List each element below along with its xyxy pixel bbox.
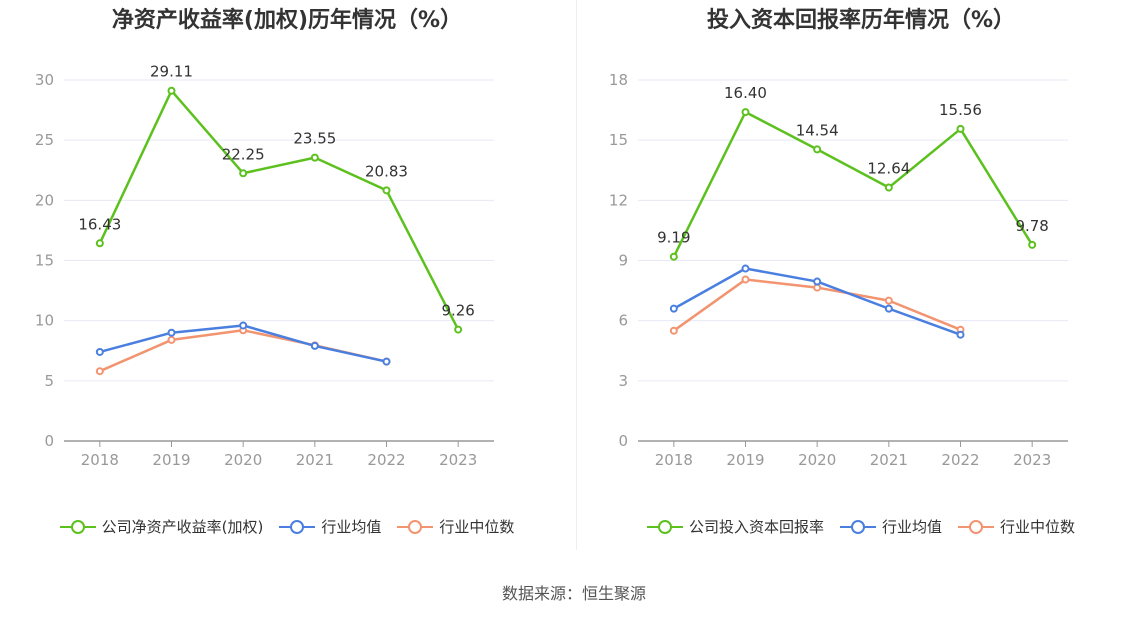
data-point[interactable] xyxy=(310,153,319,162)
data-label: 15.56 xyxy=(939,101,982,119)
legend-label: 行业中位数 xyxy=(1000,518,1076,536)
legend-marker-median-icon xyxy=(958,519,994,534)
data-label: 29.11 xyxy=(150,63,193,81)
legend-item-industry-avg[interactable]: 行业均值 xyxy=(279,516,381,537)
data-point[interactable] xyxy=(382,186,391,195)
panel-divider xyxy=(576,0,577,550)
x-tick-label: 2021 xyxy=(870,451,908,469)
y-tick-label: 30 xyxy=(35,71,54,89)
data-point[interactable] xyxy=(884,304,893,313)
data-label: 14.54 xyxy=(796,121,839,139)
data-point[interactable] xyxy=(167,328,176,337)
roe-chart-plot: 0 5 10 15 20 25 30 2018 2019 2020 2021 2022 2023 16.4… xyxy=(35,63,494,469)
data-label: 23.55 xyxy=(293,130,336,148)
data-point[interactable] xyxy=(1028,240,1037,249)
legend-label: 行业中位数 xyxy=(439,518,515,536)
legend-item-industry-median[interactable]: 行业中位数 xyxy=(397,516,514,537)
legend-marker-avg-icon xyxy=(279,519,316,534)
data-point[interactable] xyxy=(167,335,176,344)
legend-marker-median-icon xyxy=(397,519,434,534)
legend-label: 公司投入资本回报率 xyxy=(688,518,824,536)
y-tick-label: 0 xyxy=(618,432,628,450)
data-label: 9.78 xyxy=(1015,217,1048,235)
data-label: 9.26 xyxy=(441,302,474,320)
data-point[interactable] xyxy=(956,124,965,133)
data-point[interactable] xyxy=(239,321,248,330)
x-tick-label: 2023 xyxy=(1013,451,1051,469)
data-point[interactable] xyxy=(669,304,678,313)
data-point[interactable] xyxy=(813,277,822,286)
x-tick-label: 2019 xyxy=(152,451,190,469)
legend-item-company-roe[interactable]: 公司净资产收益率(加权) xyxy=(59,516,264,537)
legend-marker-company-icon xyxy=(646,519,683,534)
roe-chart-legend: 公司净资产收益率(加权) 行业均值 行业中位数 xyxy=(0,516,574,537)
y-tick-label: 9 xyxy=(618,252,628,270)
x-tick-label: 2023 xyxy=(439,451,477,469)
data-point[interactable] xyxy=(741,108,750,117)
y-tick-label: 15 xyxy=(35,252,54,270)
x-tick-label: 2022 xyxy=(941,451,979,469)
data-point[interactable] xyxy=(95,367,104,376)
x-tick-label: 2018 xyxy=(655,451,693,469)
roic-chart-plot: 0 3 6 9 12 15 18 2018 2019 2020 2021 2022 2023 9.19 16… xyxy=(609,71,1068,469)
data-label: 9.19 xyxy=(657,229,690,247)
data-label: 16.43 xyxy=(78,215,121,233)
legend-item-company-roic[interactable]: 公司投入资本回报率 xyxy=(646,516,824,537)
data-point[interactable] xyxy=(669,326,678,335)
legend-marker-avg-icon xyxy=(839,519,876,534)
series-line xyxy=(99,329,387,373)
data-point[interactable] xyxy=(95,347,104,356)
legend-label: 行业均值 xyxy=(321,518,382,536)
data-label: 22.25 xyxy=(222,145,265,163)
data-point[interactable] xyxy=(669,252,678,261)
x-tick-label: 2021 xyxy=(296,451,334,469)
data-point[interactable] xyxy=(310,341,319,350)
y-tick-label: 5 xyxy=(44,372,54,390)
roe-chart-title: 净资产收益率(加权)历年情况（%） xyxy=(111,8,463,33)
roe-chart-panel: 净资产收益率(加权)历年情况（%） 0 5 10 15 20 25 30 2018 2019 20… xyxy=(0,0,574,560)
series-line xyxy=(98,89,460,331)
data-point[interactable] xyxy=(813,145,822,154)
data-point[interactable] xyxy=(741,264,750,273)
legend-label: 公司净资产收益率(加权) xyxy=(101,518,264,536)
y-tick-label: 10 xyxy=(35,312,54,330)
data-label: 12.64 xyxy=(867,159,910,177)
legend-item-industry-avg[interactable]: 行业均值 xyxy=(839,516,942,537)
legend-label: 行业均值 xyxy=(881,518,942,536)
data-label: 16.40 xyxy=(724,84,767,102)
y-tick-label: 18 xyxy=(609,71,628,89)
data-point[interactable] xyxy=(239,169,248,178)
legend-marker-company-icon xyxy=(59,519,96,534)
y-tick-label: 20 xyxy=(35,191,54,209)
y-tick-label: 25 xyxy=(35,131,54,149)
y-tick-label: 12 xyxy=(609,191,628,209)
x-tick-label: 2020 xyxy=(798,451,836,469)
data-point[interactable] xyxy=(956,330,965,339)
legend-item-industry-median[interactable]: 行业中位数 xyxy=(958,516,1075,537)
y-tick-label: 3 xyxy=(618,372,628,390)
roic-chart-legend: 公司投入资本回报率 行业均值 行业中位数 xyxy=(574,516,1148,537)
x-tick-label: 2019 xyxy=(726,451,764,469)
data-source-note: 数据来源：恒生聚源 xyxy=(501,584,646,603)
data-point[interactable] xyxy=(741,275,750,284)
y-tick-label: 6 xyxy=(618,312,628,330)
roic-chart-panel: 投入资本回报率历年情况（%） 0 3 6 9 12 15 18 2018 2019 2020 202… xyxy=(574,0,1148,560)
series-line xyxy=(672,110,1034,258)
data-point[interactable] xyxy=(95,239,104,248)
data-point[interactable] xyxy=(167,86,176,95)
x-tick-label: 2020 xyxy=(224,451,262,469)
x-tick-label: 2018 xyxy=(81,451,119,469)
y-tick-label: 0 xyxy=(44,432,54,450)
data-point[interactable] xyxy=(884,183,893,192)
y-tick-label: 15 xyxy=(609,131,628,149)
data-point[interactable] xyxy=(382,357,391,366)
data-point[interactable] xyxy=(454,325,463,334)
data-label: 20.83 xyxy=(365,162,408,180)
roic-chart-title: 投入资本回报率历年情况（%） xyxy=(706,8,1016,33)
x-tick-label: 2022 xyxy=(367,451,405,469)
data-point[interactable] xyxy=(884,296,893,305)
